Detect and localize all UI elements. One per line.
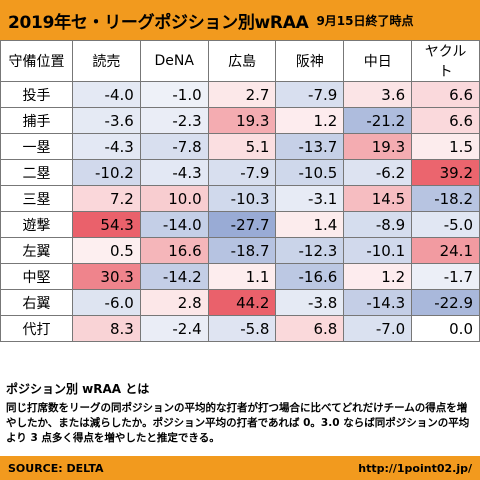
position-cell: 左翼 (0, 237, 73, 264)
position-cell: 捕手 (0, 107, 73, 134)
wraa-cell: -12.3 (275, 237, 345, 264)
wraa-cell: -27.7 (207, 211, 277, 238)
wraa-cell: 19.3 (343, 133, 413, 160)
corner-header: 守備位置 (0, 40, 73, 82)
description: ポジション別 wRAA とは 同じ打席数をリーグの同ポジションの平均的な打者が打… (6, 380, 476, 446)
wraa-cell: 54.3 (72, 211, 141, 238)
table-row: 一塁 -4.3 -7.8 5.1 -13.7 19.3 1.5 (0, 133, 480, 160)
table-header-row: 守備位置 読売 DeNA 広島 阪神 中日 ヤクルト (0, 40, 480, 82)
wraa-cell: 19.3 (207, 107, 277, 134)
wraa-cell: -22.9 (411, 289, 480, 316)
page-title: 2019年セ・リーグポジション別wRAA (8, 12, 309, 33)
source-url: http://1point02.jp/ (358, 461, 472, 475)
wraa-cell: -10.1 (343, 237, 413, 264)
wraa-cell: -13.7 (275, 133, 345, 160)
table-row: 三塁 7.2 10.0 -10.3 -3.1 14.5 -18.2 (0, 185, 480, 212)
team-header: ヤクルト (411, 40, 480, 82)
wraa-cell: -8.9 (343, 211, 413, 238)
wraa-cell: -21.2 (343, 107, 413, 134)
wraa-cell: -14.3 (343, 289, 413, 316)
wraa-cell: 39.2 (411, 159, 480, 186)
wraa-cell: -4.3 (139, 159, 209, 186)
team-header: 広島 (207, 40, 277, 82)
wraa-cell: -5.0 (411, 211, 480, 238)
wraa-cell: -3.6 (72, 107, 141, 134)
wraa-cell: -7.0 (343, 315, 413, 342)
wraa-cell: -3.1 (275, 185, 345, 212)
wraa-cell: 1.2 (275, 107, 345, 134)
team-header: DeNA (139, 40, 209, 82)
wraa-cell: -1.0 (139, 81, 209, 108)
description-body: 同じ打席数をリーグの同ポジションの平均的な打者が打つ場合に比べてどれだけチームの… (6, 402, 470, 444)
wraa-cell: -7.8 (139, 133, 209, 160)
header-bar: 2019年セ・リーグポジション別wRAA 9月15日終了時点 (0, 0, 480, 40)
wraa-cell: 24.1 (411, 237, 480, 264)
wraa-cell: -1.7 (411, 263, 480, 290)
position-cell: 一塁 (0, 133, 73, 160)
wraa-cell: 16.6 (139, 237, 209, 264)
wraa-cell: -10.5 (275, 159, 345, 186)
table-row: 代打 8.3 -2.4 -5.8 6.8 -7.0 0.0 (0, 315, 480, 342)
wraa-cell: -6.2 (343, 159, 413, 186)
table-row: 二塁 -10.2 -4.3 -7.9 -10.5 -6.2 39.2 (0, 159, 480, 186)
wraa-cell: 44.2 (207, 289, 277, 316)
table-row: 右翼 -6.0 2.8 44.2 -3.8 -14.3 -22.9 (0, 289, 480, 316)
wraa-cell: 1.4 (275, 211, 345, 238)
wraa-cell: -2.3 (139, 107, 209, 134)
wraa-cell: 7.2 (72, 185, 141, 212)
wraa-cell: -10.3 (207, 185, 277, 212)
wraa-cell: -7.9 (275, 81, 345, 108)
position-cell: 投手 (0, 81, 73, 108)
description-title: ポジション別 wRAA とは (6, 382, 150, 396)
wraa-cell: -10.2 (72, 159, 141, 186)
wraa-cell: -5.8 (207, 315, 277, 342)
source-label: SOURCE: DELTA (8, 461, 104, 475)
wraa-cell: 5.1 (207, 133, 277, 160)
wraa-cell: -18.7 (207, 237, 277, 264)
wraa-cell: -16.6 (275, 263, 345, 290)
table-row: 左翼 0.5 16.6 -18.7 -12.3 -10.1 24.1 (0, 237, 480, 264)
wraa-cell: -6.0 (72, 289, 141, 316)
wraa-cell: 2.8 (139, 289, 209, 316)
wraa-cell: -4.3 (72, 133, 141, 160)
wraa-cell: 14.5 (343, 185, 413, 212)
table-row: 中堅 30.3 -14.2 1.1 -16.6 1.2 -1.7 (0, 263, 480, 290)
position-cell: 代打 (0, 315, 73, 342)
table-row: 投手 -4.0 -1.0 2.7 -7.9 3.6 6.6 (0, 81, 480, 108)
wraa-cell: -4.0 (72, 81, 141, 108)
wraa-cell: 0.0 (411, 315, 480, 342)
wraa-cell: -3.8 (275, 289, 345, 316)
wraa-table: 守備位置 読売 DeNA 広島 阪神 中日 ヤクルト 投手 -4.0 -1.0 2.7… (0, 40, 480, 342)
wraa-cell: 0.5 (72, 237, 141, 264)
wraa-cell: -2.4 (139, 315, 209, 342)
wraa-cell: -7.9 (207, 159, 277, 186)
wraa-cell: -14.2 (139, 263, 209, 290)
wraa-cell: -14.0 (139, 211, 209, 238)
team-header: 読売 (72, 40, 141, 82)
position-cell: 二塁 (0, 159, 73, 186)
wraa-cell: 2.7 (207, 81, 277, 108)
table-row: 遊撃 54.3 -14.0 -27.7 1.4 -8.9 -5.0 (0, 211, 480, 238)
wraa-cell: 1.1 (207, 263, 277, 290)
wraa-cell: 6.8 (275, 315, 345, 342)
wraa-cell: 30.3 (72, 263, 141, 290)
wraa-cell: 10.0 (139, 185, 209, 212)
wraa-cell: 6.6 (411, 107, 480, 134)
wraa-cell: -18.2 (411, 185, 480, 212)
wraa-cell: 3.6 (343, 81, 413, 108)
wraa-cell: 1.5 (411, 133, 480, 160)
position-cell: 右翼 (0, 289, 73, 316)
position-cell: 三塁 (0, 185, 73, 212)
wraa-cell: 8.3 (72, 315, 141, 342)
position-cell: 遊撃 (0, 211, 73, 238)
team-header: 中日 (343, 40, 413, 82)
date-label: 9月15日終了時点 (316, 13, 414, 28)
position-cell: 中堅 (0, 263, 73, 290)
wraa-cell: 1.2 (343, 263, 413, 290)
team-header: 阪神 (275, 40, 345, 82)
footer-bar: SOURCE: DELTA http://1point02.jp/ (0, 456, 480, 480)
table-row: 捕手 -3.6 -2.3 19.3 1.2 -21.2 6.6 (0, 107, 480, 134)
wraa-cell: 6.6 (411, 81, 480, 108)
